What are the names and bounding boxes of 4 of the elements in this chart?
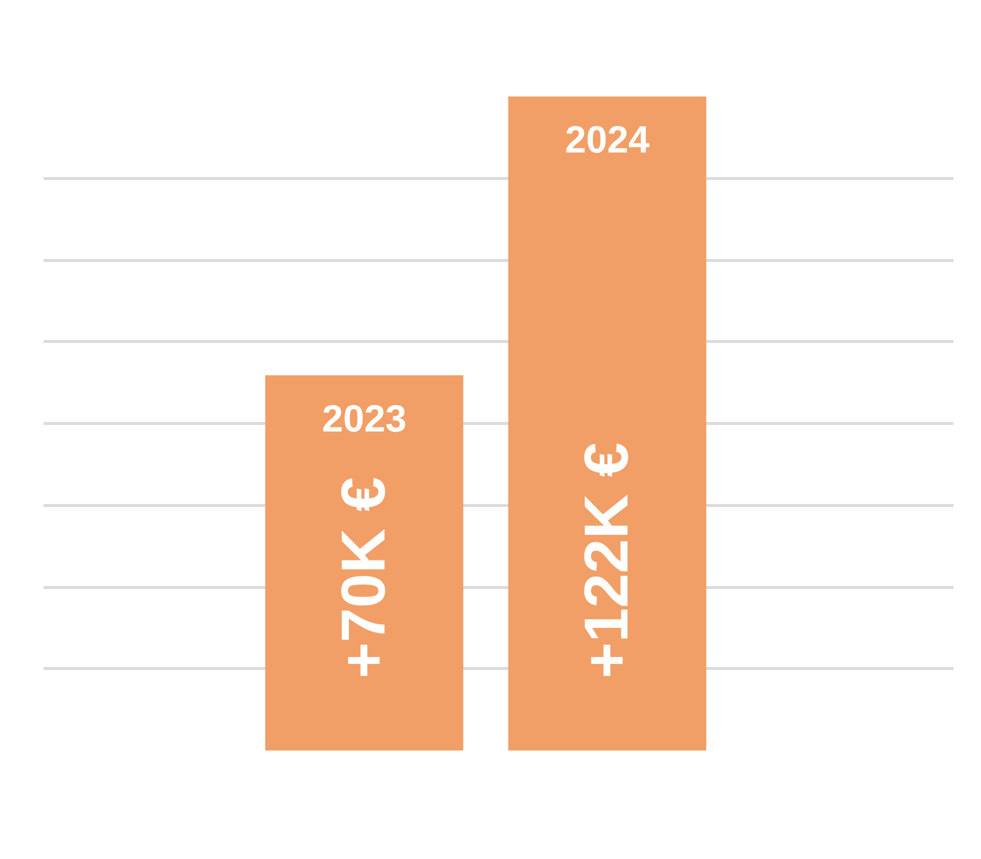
x-tick-label: 2024 [564, 120, 650, 162]
data-label: +70K € [330, 476, 399, 679]
x-tick-label: 2023 [322, 398, 407, 440]
data-label: +122K € [572, 442, 642, 679]
